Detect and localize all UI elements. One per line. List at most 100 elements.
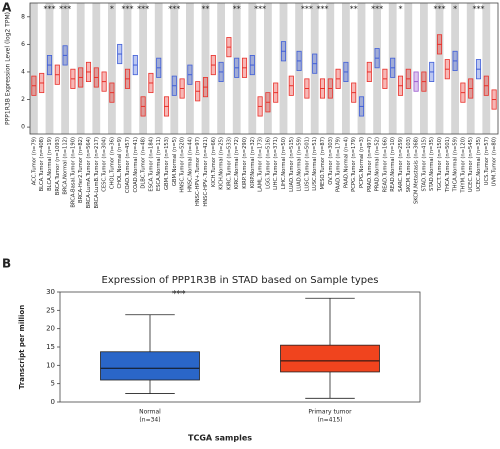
y-axis-label: Transcript per million	[18, 305, 26, 389]
significance: ***	[59, 5, 71, 14]
x-tick-label: STAD.Tumor (n=415)	[421, 137, 427, 192]
stripe	[154, 3, 163, 134]
x-tick-note: (n=34)	[139, 417, 160, 424]
x-tick-label: ESCA.Normal (n=11)	[156, 137, 162, 191]
y-tick-label: 0	[51, 398, 55, 406]
x-tick-label: THYM.Tumor (n=120)	[460, 137, 466, 194]
x-tick-label: PCPG.Normal (n=3)	[359, 137, 365, 188]
y-tick-label: 0	[21, 124, 25, 131]
x-tick-label: LIHC.Normal (n=50)	[281, 137, 287, 189]
x-tick-label: UVM.Tumor (n=80)	[492, 137, 498, 186]
x-tick-label: BRCA-Her2.Tumor (n=82)	[78, 137, 84, 203]
significance: ***	[44, 5, 56, 14]
panel-label: A	[2, 1, 12, 15]
x-tick-label: LIHC.Tumor (n=371)	[273, 137, 279, 190]
stripe	[76, 3, 85, 134]
x-tick-label: GBM.Tumor (n=153)	[164, 137, 170, 190]
stripe	[357, 3, 366, 134]
x-tick-label: Primary tumor	[308, 409, 352, 416]
significance: ***	[172, 290, 186, 300]
significance: **	[202, 5, 210, 14]
stripe	[388, 3, 397, 134]
x-tick-label: BRCA-Basal.Tumor (n=190)	[70, 137, 76, 208]
x-tick-label: TGCT.Tumor (n=150)	[437, 137, 443, 192]
stripe	[170, 3, 179, 134]
x-tick-label: HNSC-HPV+.Tumor (n=97)	[195, 137, 201, 206]
x-tick-label: KIRP.Tumor (n=290)	[242, 137, 248, 189]
x-tick-label: OV.Tumor (n=303)	[328, 137, 334, 185]
y-tick-label: 20	[46, 325, 55, 333]
significance: ***	[254, 5, 266, 14]
stripe	[451, 3, 459, 134]
stripe	[30, 3, 38, 134]
significance: ***	[434, 5, 446, 14]
significance: ***	[168, 5, 180, 14]
x-tick-label: LUAD.Normal (n=59)	[297, 137, 303, 191]
x-tick-label: LUAD.Tumor (n=515)	[289, 137, 295, 192]
stripe	[248, 3, 257, 134]
box	[100, 351, 200, 381]
significance: ***	[137, 5, 149, 14]
x-tick-label: LAML.Tumor (n=173)	[258, 137, 264, 192]
x-tick-label: THCA.Tumor (n=501)	[445, 137, 451, 193]
significance: *	[399, 5, 403, 14]
stripe	[217, 3, 225, 134]
x-tick-label: BRCA-LumA.Tumor (n=564)	[86, 137, 92, 208]
x-tick-label: SKCM.Metastasis (n=368)	[414, 137, 420, 204]
stripe	[310, 3, 319, 134]
x-tick-label: BRCA-LumB.Tumor (n=217)	[94, 137, 100, 208]
stripe	[108, 3, 116, 134]
stripe	[45, 3, 54, 134]
y-tick-label: 25	[46, 306, 55, 314]
x-tick-label: HNSC.Tumor (n=520)	[180, 137, 186, 193]
x-tick-label: KIRC.Normal (n=72)	[234, 137, 240, 189]
stripe	[139, 3, 147, 134]
x-tick-label: SARC.Tumor (n=259)	[398, 137, 404, 192]
y-tick-label: 5	[51, 380, 55, 388]
x-tick-label: BRCA.Normal (n=112)	[63, 137, 69, 195]
chart-title: Expression of PPP1R3B in STAD based on S…	[102, 275, 379, 286]
x-tick-label: ACC.Tumor (n=79)	[31, 137, 37, 185]
y-tick-label: 8	[21, 13, 25, 20]
x-tick-label: SKCM.Tumor (n=103)	[406, 137, 412, 192]
stripe	[420, 3, 428, 134]
stripe	[61, 3, 69, 134]
x-tick-label: KICH.Normal (n=25)	[219, 137, 225, 190]
y-tick-label: 10	[46, 361, 55, 369]
x-tick-label: PCPG.Tumor (n=179)	[351, 137, 357, 192]
significance: **	[350, 5, 358, 14]
y-tick-label: 6	[21, 41, 25, 48]
x-tick-label: THCA.Normal (n=59)	[453, 137, 459, 193]
x-tick-label: STAD.Normal (n=35)	[429, 137, 435, 191]
x-tick-label: PRAD.Normal (n=52)	[375, 137, 381, 191]
stripe	[123, 3, 132, 134]
stripe	[342, 3, 350, 134]
significance: ***	[371, 5, 383, 14]
y-axis-label: PPP1R3B Expression Level (log2 TPM)	[5, 12, 12, 125]
x-tick-label: BLCA.Tumor (n=408)	[39, 137, 45, 191]
x-tick-label: ESCA.Tumor (n=184)	[148, 137, 154, 192]
x-tick-label: READ.Tumor (n=166)	[382, 137, 388, 192]
x-tick-label: UCEC.Normal (n=35)	[476, 137, 482, 192]
significance: **	[233, 5, 241, 14]
panel-label: B	[2, 257, 11, 271]
stripe	[404, 3, 413, 134]
significance: ***	[317, 5, 329, 14]
box	[280, 344, 380, 373]
plot-frame	[29, 2, 499, 135]
x-tick-label: HNSC-HPV-.Tumor (n=421)	[203, 137, 209, 207]
stripe	[232, 3, 241, 134]
stripe	[466, 3, 475, 134]
x-tick-label: Normal	[139, 409, 161, 416]
y-tick-label: 30	[46, 288, 55, 296]
x-tick-label: BRCA.Tumor (n=1093)	[55, 137, 61, 195]
y-tick-label: 2	[21, 96, 25, 103]
stripe	[186, 3, 194, 134]
x-tick-label: PAAD.Normal (n=4)	[343, 137, 349, 188]
x-tick-label: LGG.Tumor (n=516)	[265, 137, 271, 189]
x-tick-label: UCS.Tumor (n=57)	[484, 137, 490, 185]
x-tick-label: KICH.Tumor (n=66)	[211, 137, 217, 187]
x-tick-label: COAD.Tumor (n=457)	[125, 137, 131, 193]
stripe	[92, 3, 101, 134]
